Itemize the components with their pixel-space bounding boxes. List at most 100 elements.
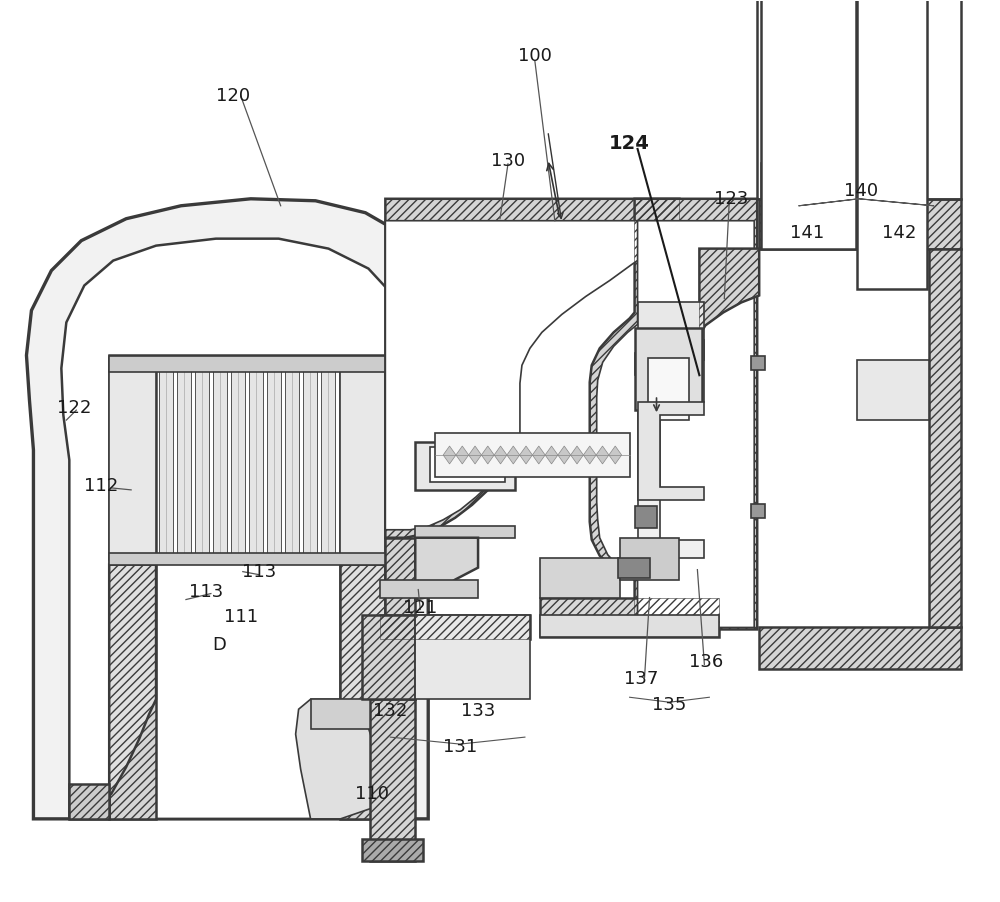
Polygon shape xyxy=(520,446,532,464)
Polygon shape xyxy=(296,699,375,819)
Polygon shape xyxy=(443,446,456,464)
Bar xyxy=(635,506,657,528)
Polygon shape xyxy=(385,198,679,538)
Bar xyxy=(540,615,719,638)
Bar xyxy=(109,355,385,370)
Polygon shape xyxy=(362,839,423,861)
Polygon shape xyxy=(638,340,704,557)
Polygon shape xyxy=(456,446,469,464)
Polygon shape xyxy=(311,699,385,729)
Bar xyxy=(213,358,227,559)
Polygon shape xyxy=(596,446,609,464)
Text: 113: 113 xyxy=(242,563,276,581)
Polygon shape xyxy=(759,198,961,249)
Polygon shape xyxy=(638,402,704,500)
Polygon shape xyxy=(340,358,385,819)
Polygon shape xyxy=(385,221,655,529)
Text: 111: 111 xyxy=(224,609,258,627)
Bar xyxy=(321,358,335,559)
Bar xyxy=(109,355,385,370)
Bar xyxy=(751,504,765,518)
Bar xyxy=(285,358,299,559)
Polygon shape xyxy=(385,538,415,699)
Bar xyxy=(380,580,478,597)
Bar xyxy=(430,447,505,482)
Polygon shape xyxy=(532,446,545,464)
Text: 113: 113 xyxy=(189,583,223,601)
Bar xyxy=(757,0,961,198)
Polygon shape xyxy=(507,446,520,464)
Bar xyxy=(857,0,927,289)
Bar xyxy=(159,358,173,559)
Text: 132: 132 xyxy=(373,702,408,720)
Text: 136: 136 xyxy=(689,653,723,671)
Polygon shape xyxy=(469,446,481,464)
FancyArrowPatch shape xyxy=(547,163,559,216)
Text: D: D xyxy=(212,637,226,654)
Bar xyxy=(177,358,191,559)
Bar xyxy=(857,360,929,420)
Text: 112: 112 xyxy=(84,477,118,495)
Polygon shape xyxy=(340,565,385,784)
Polygon shape xyxy=(415,538,478,600)
Polygon shape xyxy=(759,628,961,669)
Polygon shape xyxy=(340,370,385,559)
Text: 141: 141 xyxy=(790,224,824,242)
Text: 120: 120 xyxy=(216,87,250,106)
Polygon shape xyxy=(69,565,156,819)
Polygon shape xyxy=(571,446,583,464)
Polygon shape xyxy=(590,198,757,630)
Bar xyxy=(761,0,856,249)
Text: 142: 142 xyxy=(882,224,916,242)
Text: 137: 137 xyxy=(624,670,659,688)
Bar xyxy=(540,557,620,597)
Polygon shape xyxy=(109,358,156,819)
Bar xyxy=(435,433,630,477)
Text: 124: 124 xyxy=(609,134,650,153)
Text: 121: 121 xyxy=(403,599,437,616)
Polygon shape xyxy=(415,615,530,699)
Polygon shape xyxy=(109,370,156,559)
Polygon shape xyxy=(583,446,596,464)
Polygon shape xyxy=(540,597,719,638)
Bar xyxy=(635,328,702,410)
Text: 135: 135 xyxy=(652,696,687,714)
Text: 130: 130 xyxy=(491,152,525,170)
Polygon shape xyxy=(69,784,109,819)
Polygon shape xyxy=(829,153,879,198)
Polygon shape xyxy=(618,557,650,577)
Bar xyxy=(751,356,765,370)
Polygon shape xyxy=(761,153,819,198)
Polygon shape xyxy=(362,615,415,699)
Bar xyxy=(109,356,385,373)
Bar xyxy=(303,358,317,559)
Polygon shape xyxy=(699,249,759,336)
Polygon shape xyxy=(545,446,558,464)
Polygon shape xyxy=(558,446,571,464)
Polygon shape xyxy=(609,446,622,464)
Text: 133: 133 xyxy=(461,702,495,720)
Text: 123: 123 xyxy=(714,189,748,207)
Text: 122: 122 xyxy=(57,399,92,417)
Bar xyxy=(267,358,281,559)
Text: 110: 110 xyxy=(355,785,389,803)
Bar xyxy=(620,538,679,580)
Bar xyxy=(415,526,515,538)
Bar xyxy=(635,354,657,375)
Bar xyxy=(231,358,245,559)
Polygon shape xyxy=(929,249,961,628)
Polygon shape xyxy=(494,446,507,464)
Polygon shape xyxy=(26,198,450,819)
Text: 140: 140 xyxy=(844,182,878,200)
Bar xyxy=(415,442,515,490)
Polygon shape xyxy=(370,699,415,861)
Text: 100: 100 xyxy=(518,47,552,65)
Bar xyxy=(195,358,209,559)
Polygon shape xyxy=(380,615,530,640)
Bar xyxy=(648,358,689,420)
Bar xyxy=(249,358,263,559)
Bar xyxy=(109,553,385,565)
Polygon shape xyxy=(61,239,412,819)
Bar xyxy=(638,302,704,402)
Polygon shape xyxy=(481,446,494,464)
